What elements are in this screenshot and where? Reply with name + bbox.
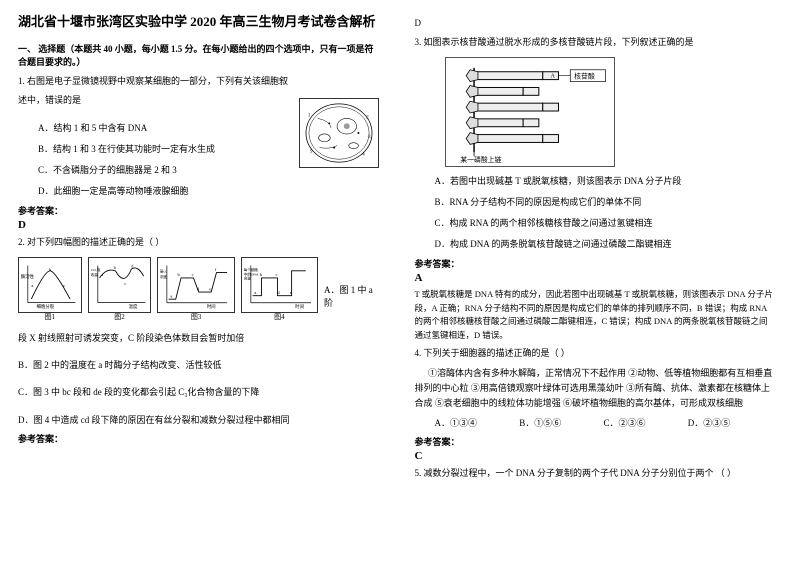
q3-option-c: C．构成 RNA 的两个相邻核糖核苷酸之间通过氢键相连 [435, 215, 776, 232]
svg-text:e: e [210, 286, 212, 291]
left-column: 湖北省十堰市张湾区实验中学 2020 年高三生物月考试卷含解析 一、 选择题（本… [0, 0, 397, 561]
q5-stem: 5. 减数分裂过程中，一个 DNA 分子复制的两个子代 DNA 分子分别位于两个… [415, 466, 776, 481]
svg-text:b: b [113, 265, 116, 270]
svg-text:d: d [277, 290, 280, 295]
svg-text:b: b [259, 272, 262, 277]
q1-answer-label: 参考答案： [18, 204, 379, 217]
svg-text:中的DNA: 中的DNA [243, 271, 258, 276]
q2-option-c: C．图 3 中 bc 段和 de 段的变化都会引起 C₃化合物含量的下降 [18, 385, 379, 400]
chart-1-label: 图1 [45, 312, 56, 322]
document-title: 湖北省十堰市张湾区实验中学 2020 年高三生物月考试卷含解析 [18, 12, 379, 32]
svg-text:温度: 温度 [128, 303, 137, 310]
svg-text:毫O₂: 毫O₂ [160, 268, 168, 273]
svg-text:b: b [178, 272, 181, 277]
q1-answer: D [18, 219, 379, 231]
chart-row: 酶活性 细胞分裂 a b c 图1 CO₂吸 收量 a b c d 温度 图2 [18, 257, 379, 313]
svg-text:c: c [275, 272, 277, 277]
svg-text:细胞分裂: 细胞分裂 [37, 303, 55, 310]
section-header: 一、 选择题（本题共 40 小题，每小题 1.5 分。在每小题给出的四个选项中，… [18, 42, 379, 68]
svg-text:4: 4 [362, 152, 365, 157]
q3-answer: A [415, 272, 776, 284]
q4-answer: C [415, 450, 776, 462]
q4-choice-b: B．①⑤⑥ [519, 418, 561, 428]
svg-text:c: c [192, 272, 194, 277]
q4-choices: A．①③④ B．①⑤⑥ C．②③⑥ D．②③⑤ [415, 416, 776, 431]
svg-text:浓度: 浓度 [160, 274, 168, 279]
chart-3: 毫O₂ 浓度 a b c d e f 时间 图3 [157, 257, 234, 313]
q4-choice-a: A．①③④ [435, 418, 478, 428]
svg-text:c: c [124, 281, 126, 286]
q3-answer-label: 参考答案： [415, 257, 776, 270]
chart-4-label: 图4 [274, 312, 285, 322]
cell-diagram: 1 2 3 4 5 [299, 98, 379, 168]
q2-option-a-part1: A．图 1 中 a 阶 [324, 283, 378, 313]
right-top-d: D [415, 16, 776, 31]
svg-text:d: d [197, 286, 200, 291]
svg-text:e: e [290, 290, 292, 295]
q4-stem: 4. 下列关于细胞器的描述正确的是（ ） [415, 346, 776, 361]
svg-text:收量: 收量 [90, 272, 98, 277]
chart-2: CO₂吸 收量 a b c d 温度 图2 [88, 257, 152, 313]
q3-explanation: T 或脱氧核糖是 DNA 特有的成分，因此若图中出现碱基 T 或脱氧核糖，则该图… [415, 288, 776, 342]
q3-option-b: B．RNA 分子结构不同的原因是构成它们的单体不同 [435, 194, 776, 211]
svg-text:含量: 含量 [243, 275, 251, 280]
svg-text:时间: 时间 [207, 303, 216, 310]
q2-option-b: B．图 2 中的温度在 a 时酶分子结构改变、活性较低 [18, 358, 379, 373]
dna-diagram: A 核苷酸 某一磷酸上链 [445, 57, 615, 167]
svg-text:a: a [171, 293, 173, 298]
chart-2-label: 图2 [114, 312, 125, 322]
chart-4: 每个细胞 中的DNA 含量 a b c d e 时间 图4 [241, 257, 318, 313]
q2-option-d: D．图 4 中造成 cd 段下降的原因在有丝分裂和减数分裂过程中都相同 [18, 413, 379, 428]
svg-text:a: a [31, 283, 33, 288]
right-column: D 3. 如图表示核苷酸通过脱水形成的多核苷酸链片段，下列叙述正确的是 [397, 0, 793, 561]
svg-text:f: f [215, 267, 217, 272]
svg-text:酶活性: 酶活性 [21, 273, 35, 280]
q4-answer-label: 参考答案： [415, 435, 776, 448]
q4-options-text: ①溶酶体内含有多种水解酶，正常情况下不起作用 ②动物、低等植物细胞都有互相垂直排… [415, 366, 776, 412]
svg-text:时间: 时间 [295, 303, 304, 310]
q2-option-a-cont: 段 X 射线照射可诱发突变，C 阶段染色体数目会暂时加倍 [18, 331, 379, 346]
svg-text:核苷酸: 核苷酸 [574, 71, 595, 80]
chart-1: 酶活性 细胞分裂 a b c 图1 [18, 257, 82, 313]
q3-option-d: D．构成 DNA 的两条脱氧核苷酸链之间通过磷酸二酯键相连 [435, 236, 776, 253]
q2-answer-label: 参考答案： [18, 432, 379, 445]
chart-3-label: 图3 [191, 312, 202, 322]
svg-text:某一磷酸上链: 某一磷酸上链 [460, 155, 501, 164]
q3-option-a: A．若图中出现碱基 T 或脱氧核糖，则该图表示 DNA 分子片段 [435, 173, 776, 190]
svg-text:每个细胞: 每个细胞 [243, 267, 258, 272]
q2-stem: 2. 对下列四幅图的描述正确的是（ ） [18, 235, 379, 250]
q1-option-d: D．此细胞一定是高等动物唾液腺细胞 [38, 183, 379, 200]
svg-text:A: A [550, 73, 555, 79]
q4-choice-c: C．②③⑥ [604, 418, 646, 428]
q4-choice-d: D．②③⑤ [688, 418, 731, 428]
svg-text:CO₂吸: CO₂吸 [90, 268, 100, 272]
q1-stem-1: 1. 右图是电子显微镜视野中观察某细胞的一部分，下列有关该细胞叙 [18, 74, 379, 89]
svg-text:3: 3 [368, 135, 371, 140]
svg-text:a: a [101, 272, 103, 277]
svg-text:c: c [63, 283, 65, 288]
svg-text:a: a [254, 290, 256, 295]
q3-stem: 3. 如图表示核苷酸通过脱水形成的多核苷酸链片段，下列叙述正确的是 [415, 35, 776, 50]
